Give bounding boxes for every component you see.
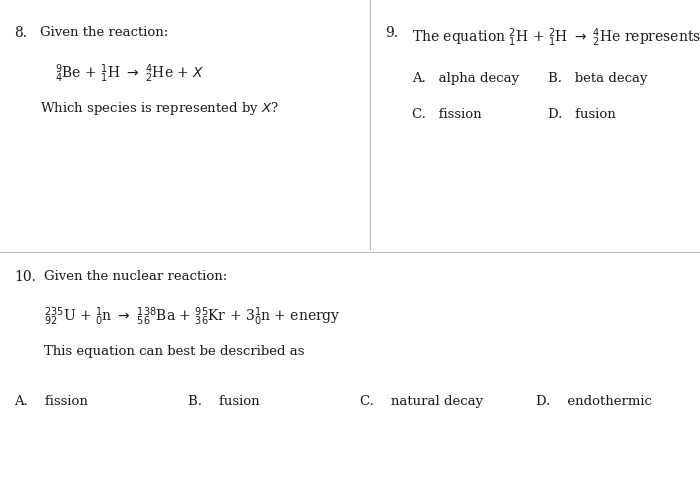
Text: 10.: 10. xyxy=(14,270,36,284)
Text: The equation $^{2}_{1}$H + $^{2}_{1}$H $\rightarrow$ $^{4}_{2}$He represents: The equation $^{2}_{1}$H + $^{2}_{1}$H $… xyxy=(412,26,700,49)
Text: Given the nuclear reaction:: Given the nuclear reaction: xyxy=(44,270,228,283)
Text: C.    natural decay: C. natural decay xyxy=(360,395,483,408)
Text: 9.: 9. xyxy=(385,26,398,40)
Text: $^{235}_{92}$U + $^{1}_{0}$n $\rightarrow$ $^{138}_{56}$Ba + $^{95}_{36}$Kr + 3$: $^{235}_{92}$U + $^{1}_{0}$n $\rightarro… xyxy=(44,305,341,328)
Text: A.    fission: A. fission xyxy=(14,395,88,408)
Text: Given the reaction:: Given the reaction: xyxy=(40,26,168,39)
Text: D.    endothermic: D. endothermic xyxy=(536,395,652,408)
Text: Which species is represented by $X$?: Which species is represented by $X$? xyxy=(40,100,279,117)
Text: A.   alpha decay: A. alpha decay xyxy=(412,72,519,85)
Text: $^{9}_{4}$Be + $^{1}_{1}$H $\rightarrow$ $^{4}_{2}$He + $X$: $^{9}_{4}$Be + $^{1}_{1}$H $\rightarrow$… xyxy=(55,62,204,85)
Text: C.   fission: C. fission xyxy=(412,108,482,121)
Text: B.   beta decay: B. beta decay xyxy=(548,72,648,85)
Text: D.   fusion: D. fusion xyxy=(548,108,616,121)
Text: This equation can best be described as: This equation can best be described as xyxy=(44,345,304,358)
Text: B.    fusion: B. fusion xyxy=(188,395,260,408)
Text: 8.: 8. xyxy=(14,26,27,40)
